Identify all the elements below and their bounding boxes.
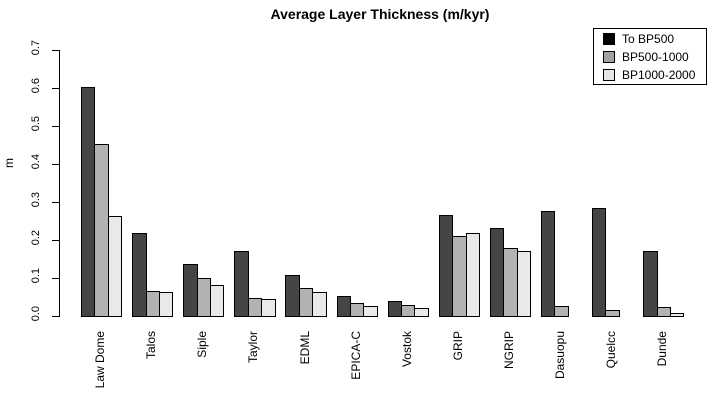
y-tick <box>52 50 59 51</box>
y-tick <box>52 278 59 279</box>
bar <box>132 233 147 317</box>
y-tick-label: 0.5 <box>30 116 42 132</box>
legend-item: BP500-1000 <box>594 48 706 66</box>
bar <box>210 285 224 317</box>
bar <box>94 144 109 317</box>
bar <box>670 313 684 317</box>
bar <box>261 299 276 317</box>
x-category-label: Siple <box>195 331 210 358</box>
bar <box>466 233 480 317</box>
bar <box>657 307 671 317</box>
y-tick <box>52 202 59 203</box>
bar <box>197 278 211 317</box>
y-tick-label: 0.0 <box>30 306 42 322</box>
bar <box>81 87 95 317</box>
bar <box>503 248 518 317</box>
bar <box>490 228 504 317</box>
bar <box>248 298 262 317</box>
bar <box>299 288 313 317</box>
bar <box>643 251 658 317</box>
x-category-label: Dunde <box>655 331 670 367</box>
legend: To BP500 BP500-1000 BP1000-2000 <box>593 28 707 85</box>
legend-swatch <box>603 32 615 45</box>
y-tick-label: 0.1 <box>30 268 42 284</box>
x-category-label: EPICA-C <box>348 331 363 380</box>
y-tick <box>52 164 59 165</box>
bar <box>592 208 606 317</box>
x-category-label: Dasuopu <box>553 331 567 380</box>
legend-series-label: BP1000-2000 <box>622 67 696 82</box>
y-axis-label: m <box>2 158 16 168</box>
bar <box>605 310 620 317</box>
bar <box>363 306 378 317</box>
y-tick-label: 0.6 <box>30 78 42 94</box>
x-category-label: Vostok <box>399 331 414 368</box>
legend-item: To BP500 <box>594 30 706 48</box>
bar <box>285 275 300 317</box>
bar <box>388 301 402 317</box>
bar <box>541 211 555 317</box>
y-tick-label: 0.2 <box>30 230 42 246</box>
bar <box>108 216 122 317</box>
legend-series-label: To BP500 <box>622 31 675 46</box>
x-category-label: Law Dome <box>93 331 108 389</box>
y-tick <box>52 316 59 317</box>
y-tick <box>52 126 59 127</box>
bar <box>554 306 569 317</box>
y-tick-label: 0.4 <box>30 154 42 170</box>
bar <box>350 303 364 317</box>
legend-item: BP1000-2000 <box>594 66 706 84</box>
bar <box>517 251 531 317</box>
y-axis-line <box>59 50 60 317</box>
legend-swatch <box>603 68 615 81</box>
y-tick <box>52 88 59 89</box>
y-tick-label: 0.7 <box>30 40 42 56</box>
y-tick <box>52 240 59 241</box>
x-category-label: Taylor <box>246 331 261 364</box>
bar <box>183 264 198 317</box>
x-category-label: GRIP <box>450 331 465 361</box>
bar <box>146 291 160 317</box>
bar <box>159 292 173 317</box>
bar <box>312 292 327 317</box>
x-category-label: EDML <box>297 331 312 365</box>
y-tick-label: 0.3 <box>30 192 42 208</box>
bar <box>234 251 249 317</box>
x-category-label: NGRIP <box>501 331 516 370</box>
bar <box>452 236 467 317</box>
bar <box>439 215 453 317</box>
bar <box>401 305 415 317</box>
legend-series-label: BP500-1000 <box>622 49 689 64</box>
chart-title: Average Layer Thickness (m/kyr) <box>270 6 490 22</box>
x-category-label: Quelcc <box>604 331 619 369</box>
x-category-label: Talos <box>144 331 159 360</box>
bar <box>414 308 429 317</box>
legend-swatch <box>603 50 615 63</box>
bar <box>337 296 351 317</box>
